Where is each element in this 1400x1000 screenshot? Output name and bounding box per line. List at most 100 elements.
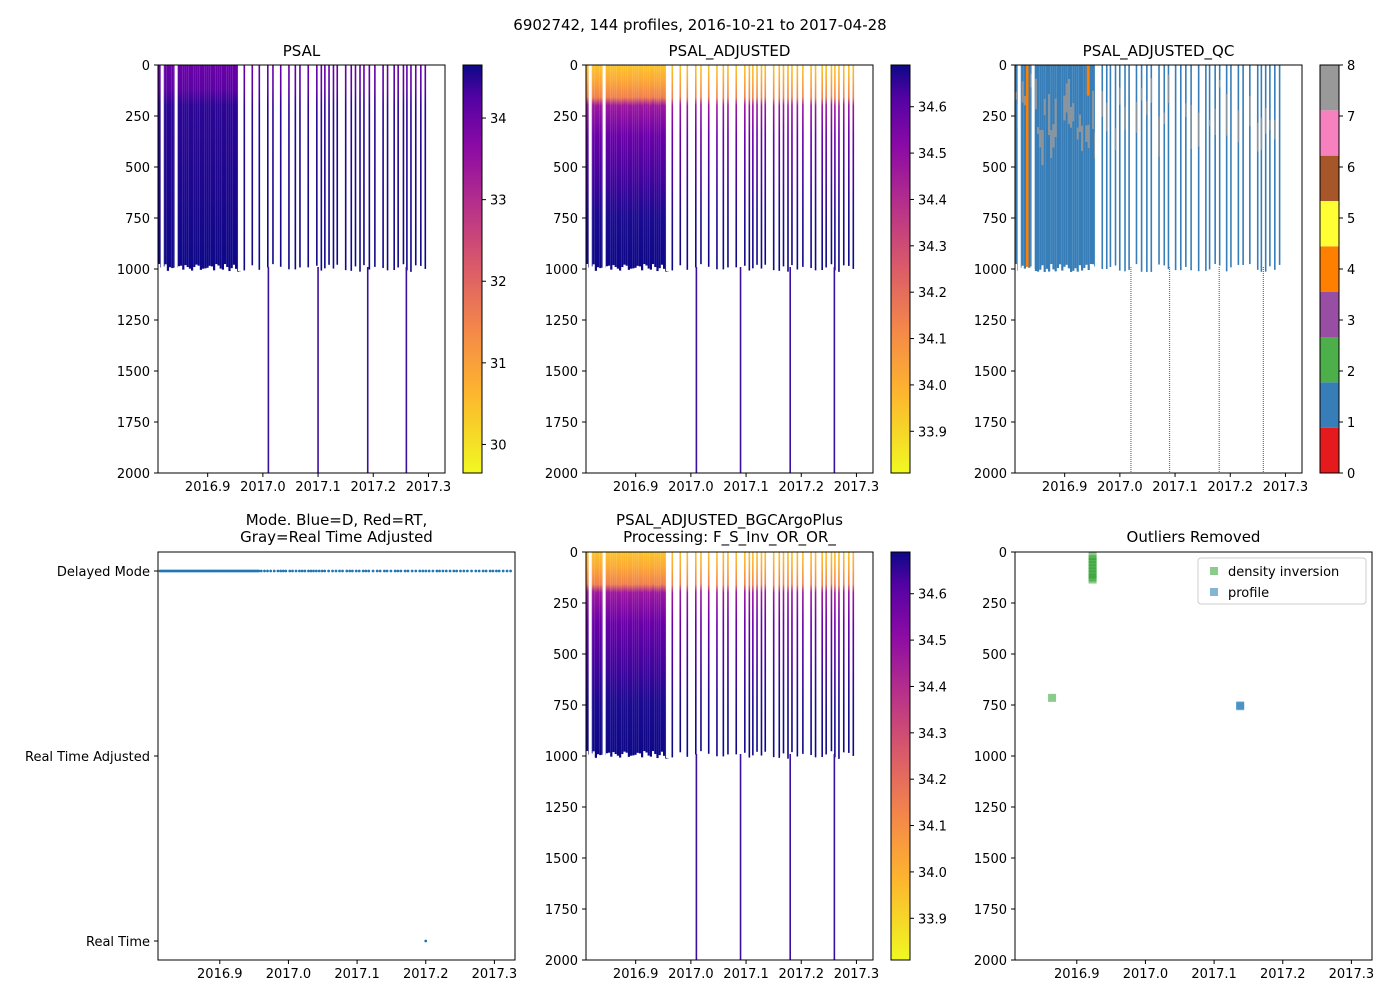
psal_adjusted-profile-column <box>760 65 763 269</box>
psal-profile-column <box>272 65 274 265</box>
psal_adjusted-profile-column <box>643 65 646 265</box>
psal_adjusted-profile-column <box>660 65 663 265</box>
psal_adjusted_qc-profile-column <box>1128 65 1130 270</box>
psal_adjusted-colorbar-label: 34.0 <box>918 379 947 394</box>
psal-xtick-label: 2017.2 <box>351 480 397 495</box>
psal_adjusted-profile-column <box>594 65 597 271</box>
psal-profile-column <box>193 65 196 268</box>
mode-delayed-point <box>345 569 349 573</box>
psal_adjusted_qc-flag8-segment <box>1043 98 1046 116</box>
psal-profile-column <box>173 65 176 268</box>
psal_adjusted-xtick-label: 2017.0 <box>668 480 714 495</box>
psal-profile-column <box>288 65 290 270</box>
psal_adjusted_qc-profile-column <box>1150 65 1153 272</box>
psal_adjusted_qc-profile-column <box>1214 65 1216 264</box>
outliers-axes-frame <box>1014 551 1373 961</box>
psal_adjusted_qc-flag8-segment <box>1269 120 1271 130</box>
mode-delayed-point <box>320 569 324 573</box>
psal_adjusted_qc-profile-column <box>1074 65 1077 269</box>
psal_adjusted_qc-profile-column <box>1063 65 1066 267</box>
psal_bgc-profile-column <box>834 552 836 758</box>
psal_bgc-profile-column <box>838 552 840 759</box>
psal_adjusted-colorbar-label: 34.4 <box>918 193 947 208</box>
psal_adjusted_qc-flag8-segment <box>1065 83 1068 113</box>
psal_adjusted_qc-flag8-segment <box>1087 124 1090 149</box>
psal_adjusted_qc-ytick-label: 250 <box>982 110 1007 125</box>
mode-delayed-point <box>459 569 462 573</box>
psal-profile-column <box>232 65 235 265</box>
psal_bgc-profile-column <box>594 552 597 758</box>
psal_adjusted_qc-flag8-segment <box>1092 90 1095 130</box>
psal_adjusted_qc-flag8-segment <box>1274 119 1276 140</box>
psal_adjusted-profile-column <box>630 65 633 269</box>
psal_adjusted_qc-profile-column <box>1158 65 1160 265</box>
mode-delayed-point <box>298 569 301 573</box>
mode-delayed-point <box>272 569 276 573</box>
psal_bgc-profile-column <box>772 552 775 758</box>
psal_bgc-profile-column <box>643 552 646 752</box>
psal-adjusted-title: PSAL_ADJUSTED <box>668 42 791 60</box>
psal-profile-column <box>267 65 269 268</box>
psal_adjusted_qc-flag8-segment <box>1163 112 1166 125</box>
psal_bgc-profile-column <box>663 552 666 756</box>
psal_adjusted-profile-column <box>782 65 785 267</box>
mode-delayed-point <box>309 569 313 573</box>
mode-delayed-point <box>354 569 358 573</box>
psal-profile-column <box>359 65 361 272</box>
psal-ytick-label: 2000 <box>117 467 150 482</box>
psal_adjusted-profile-column <box>623 65 626 265</box>
psal_adjusted_qc-profile-column <box>1048 65 1051 272</box>
psal_adjusted-ytick-label: 2000 <box>545 467 578 482</box>
psal-ytick-label: 0 <box>142 59 150 74</box>
psal_adjusted-profile-column <box>601 65 604 268</box>
mode-delayed-point <box>348 569 352 573</box>
outlier-density-inversion-marker <box>1048 693 1057 702</box>
psal_bgc-ytick-label: 1750 <box>545 903 578 918</box>
mode-delayed-point <box>331 569 334 573</box>
mode-delayed-point <box>389 569 393 573</box>
psal_bgc-xtick-label: 2016.9 <box>613 967 659 982</box>
psal_adjusted-profile-column <box>802 65 804 267</box>
mode-delayed-point <box>427 569 431 573</box>
psal_adjusted_qc-profile-column <box>1085 65 1088 265</box>
psal_adjusted-profile-column <box>700 65 702 265</box>
psal_adjusted-data-gap <box>666 65 670 271</box>
psal_adjusted_qc-profile-column <box>1249 65 1251 265</box>
psal_adjusted_qc-colorbar-label: 4 <box>1347 263 1355 278</box>
psal_bgc-profile-column <box>586 552 589 751</box>
mode-delayed-point <box>424 569 428 573</box>
psal_adjusted_qc-flag8-segment <box>1021 81 1024 103</box>
psal_adjusted-profile-column <box>605 65 608 267</box>
psal-profile-column <box>324 65 326 269</box>
psal_adjusted-profile-column <box>638 65 641 267</box>
mode-delayed-point <box>269 569 273 573</box>
psal_adjusted_qc-flag8-segment <box>1167 74 1170 104</box>
psal_adjusted_qc-profile-column <box>1278 65 1281 265</box>
psal-colorbar-frame <box>462 64 483 474</box>
psal-profile-column <box>397 65 399 268</box>
mode-delayed-point <box>276 569 280 573</box>
psal_bgc-profile-column <box>722 552 725 757</box>
psal_adjusted-ytick-label: 1250 <box>545 314 578 329</box>
psal_adjusted-ytick-label: 1500 <box>545 365 578 380</box>
psal-xtick-label: 2017.1 <box>295 480 341 495</box>
psal_adjusted-ytick-label: 1750 <box>545 416 578 431</box>
psal_bgc-colorbar-label: 33.9 <box>918 912 947 927</box>
psal_bgc-profile-column <box>735 552 738 755</box>
psal-profile-column <box>393 65 395 271</box>
mode-delayed-point <box>375 569 379 573</box>
psal_bgc-profile-column <box>605 552 608 754</box>
psal_adjusted-profile-column <box>778 65 781 271</box>
outliers-ytick-label: 1000 <box>974 750 1007 765</box>
psal_adjusted_qc-flag8-segment <box>1190 104 1192 150</box>
psal_adjusted_qc-data-gap <box>1031 65 1035 271</box>
psal-profile-column <box>186 65 189 268</box>
mode-delayed-point <box>435 569 439 573</box>
mode-delayed-point <box>383 569 386 573</box>
mode-delayed-point <box>294 569 298 573</box>
mode-delayed-point <box>257 569 261 573</box>
psal_adjusted-xtick-label: 2017.3 <box>834 480 880 495</box>
psal_adjusted-profile-column <box>599 65 602 269</box>
psal-profile-column <box>217 65 220 266</box>
psal_adjusted_qc-profile-column <box>1056 65 1059 269</box>
